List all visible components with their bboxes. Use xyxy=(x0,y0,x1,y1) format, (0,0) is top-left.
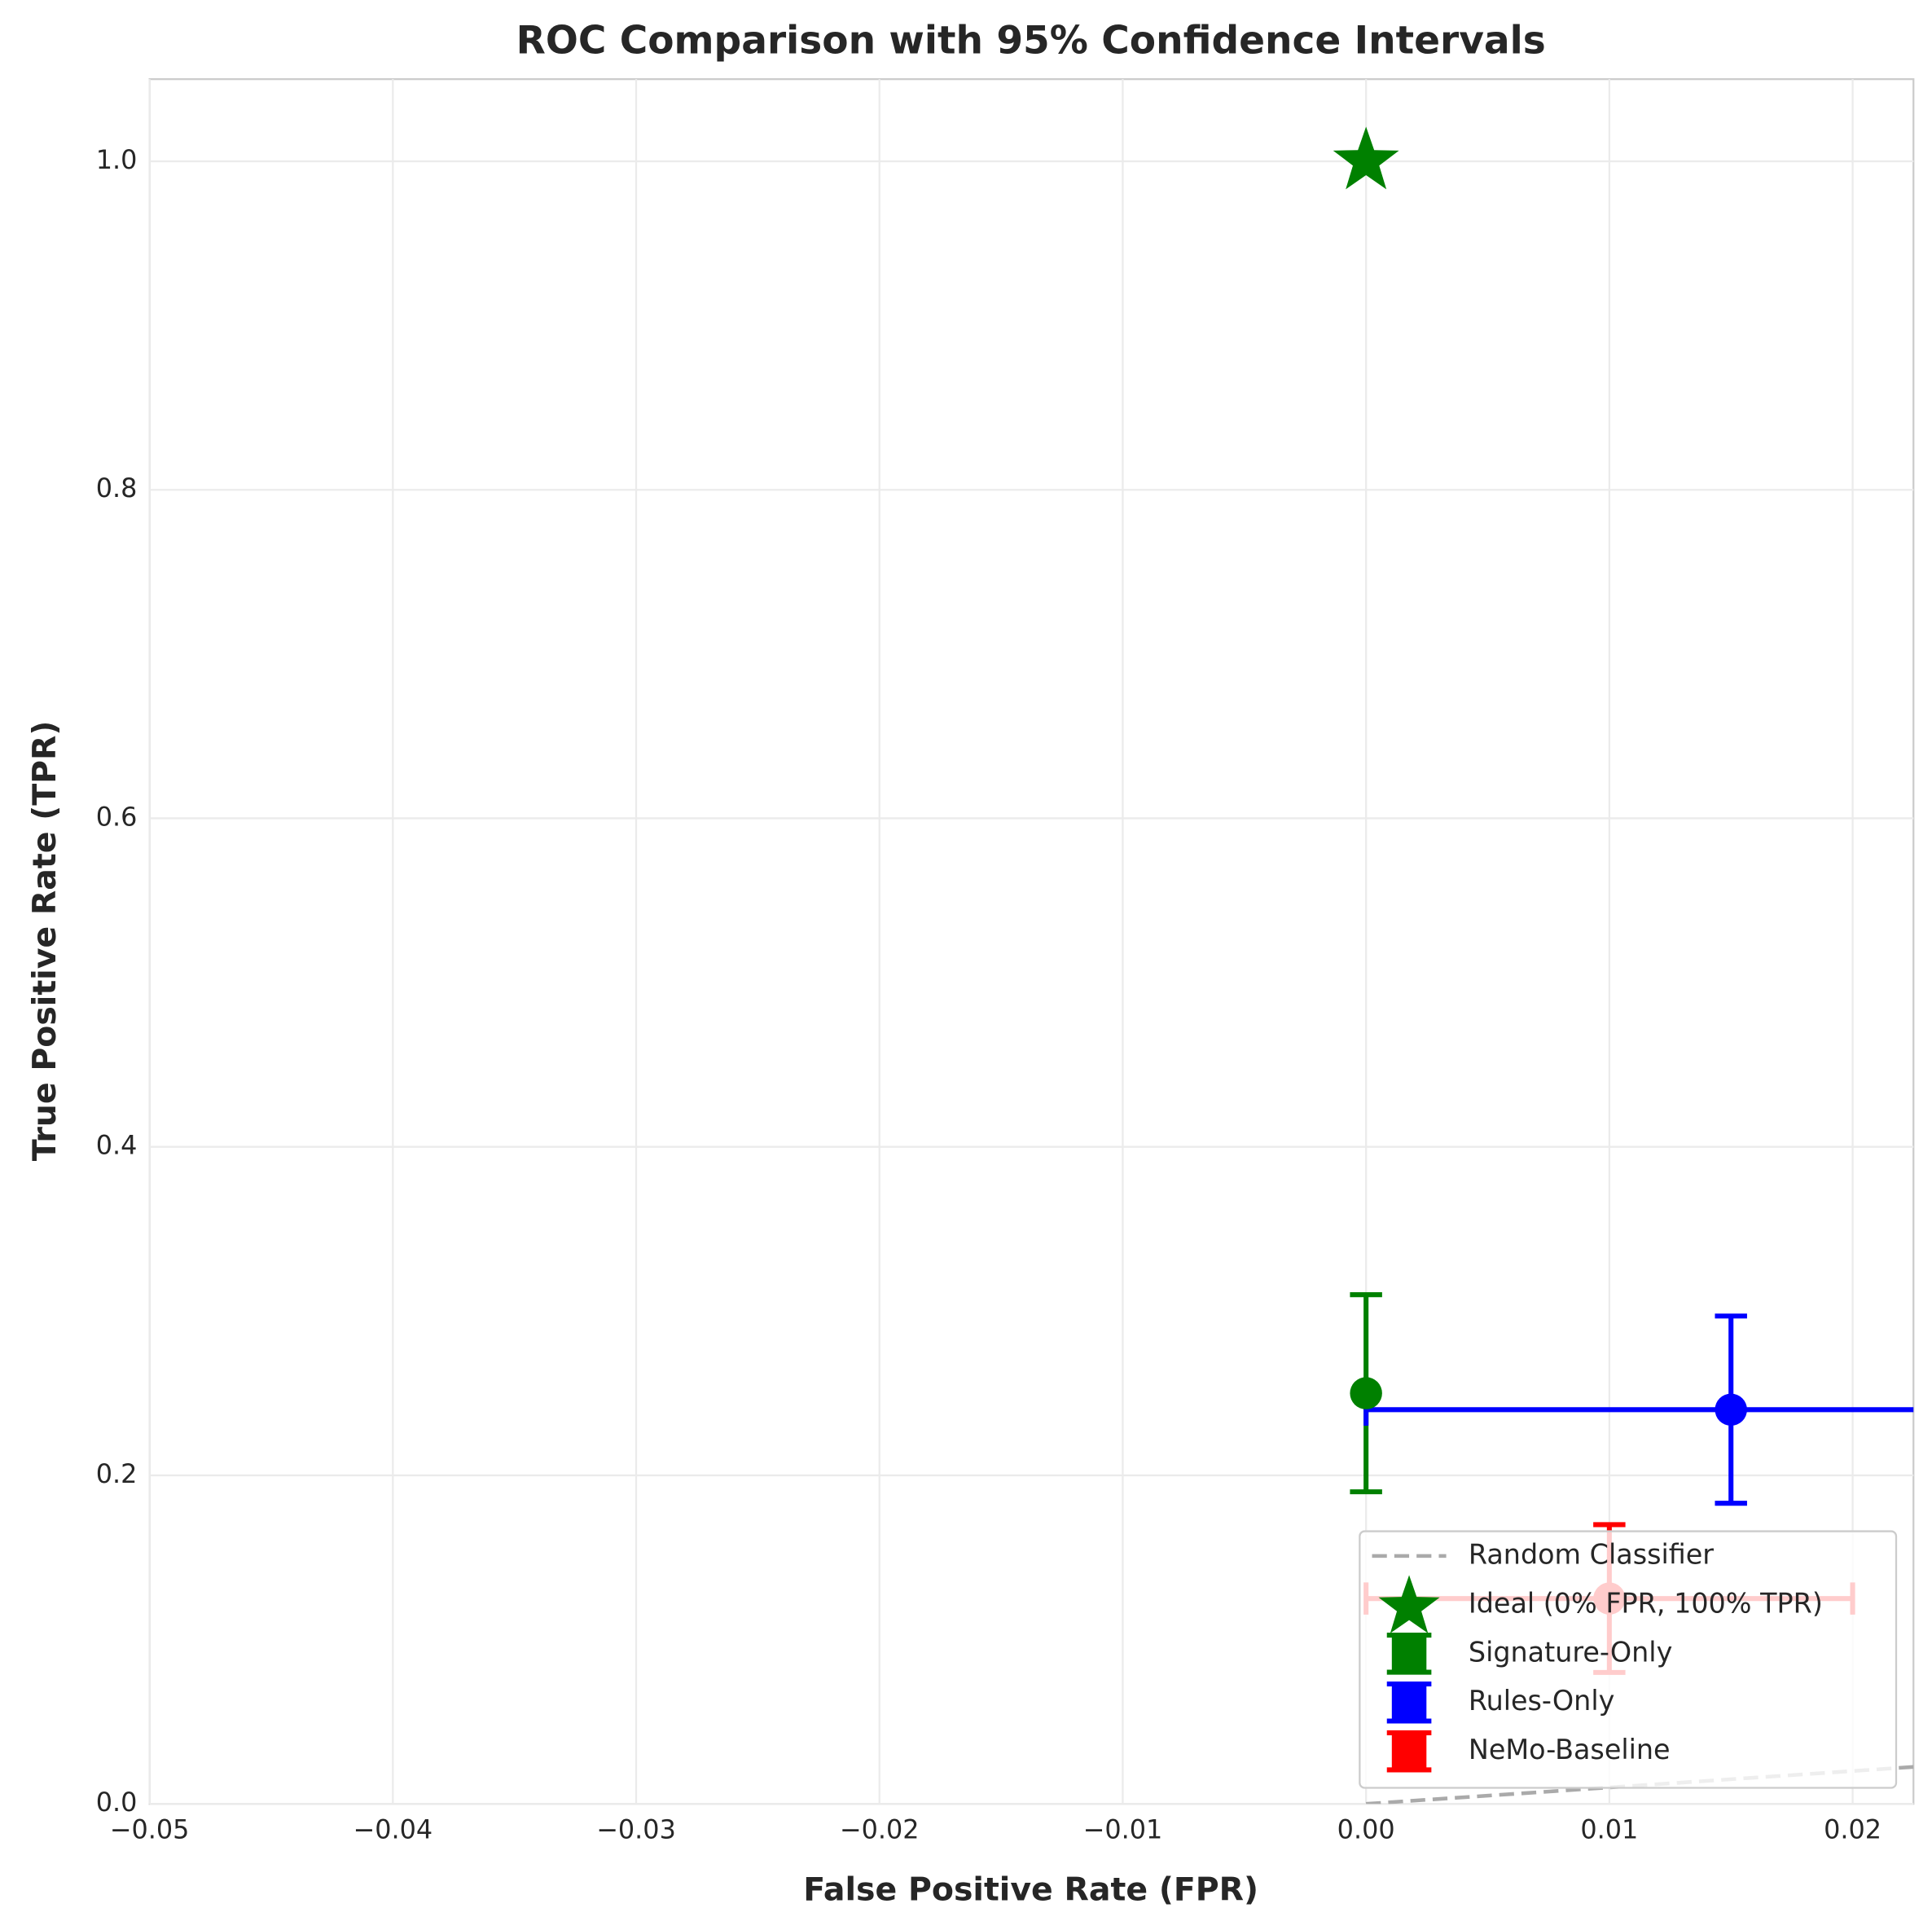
y-tick-label: 0.4 xyxy=(96,1130,138,1161)
legend-box xyxy=(1359,1530,1898,1789)
legend-handle xyxy=(1378,1575,1440,1633)
plot-area xyxy=(148,78,1915,1805)
legend-handle xyxy=(1391,1685,1427,1720)
legend-label: NeMo-Baseline xyxy=(1469,1734,1671,1765)
y-tick-label: 0.0 xyxy=(96,1787,138,1818)
x-tick-label: −0.03 xyxy=(596,1814,676,1845)
x-tick-label: −0.04 xyxy=(353,1814,433,1845)
y-tick-label: 0.6 xyxy=(96,801,138,832)
legend-handle xyxy=(1391,1734,1427,1769)
grid: −0.05 −0.04 −0.03 −0.02 −0.01 0.00 0.01 0.02 0.0… xyxy=(96,79,1914,1845)
x-axis-label: False Positive Rate (FPR) xyxy=(803,1871,1258,1908)
star-point xyxy=(1333,126,1399,190)
chart-title: ROC Comparison with 95% Confidence Inter… xyxy=(516,19,1546,64)
legend: Random Classifier Ideal (0% FPR, 100% TPR… xyxy=(1359,1530,1898,1789)
legend-label: Random Classifier xyxy=(1469,1538,1714,1570)
x-tick-label: −0.05 xyxy=(110,1814,190,1845)
x-tick-label: −0.01 xyxy=(1083,1814,1163,1845)
y-tick-label: 1.0 xyxy=(96,144,138,175)
y-tick-label: 0.8 xyxy=(96,473,138,503)
legend-label: Ideal (0% FPR, 100% TPR) xyxy=(1469,1587,1823,1619)
x-tick-label: 0.01 xyxy=(1580,1814,1638,1845)
point xyxy=(1350,1377,1382,1409)
legend-handle xyxy=(1391,1636,1427,1672)
x-tick-label: −0.02 xyxy=(840,1814,920,1845)
y-axis-label: True Positive Rate (TPR) xyxy=(26,721,64,1162)
x-tick-label: 0.00 xyxy=(1337,1814,1395,1845)
point xyxy=(1715,1393,1747,1427)
legend-label: Signature-Only xyxy=(1469,1636,1672,1668)
x-tick-label: 0.02 xyxy=(1824,1814,1882,1845)
y-tick-label: 0.2 xyxy=(96,1458,138,1489)
legend-label: Rules-Only xyxy=(1469,1685,1614,1717)
